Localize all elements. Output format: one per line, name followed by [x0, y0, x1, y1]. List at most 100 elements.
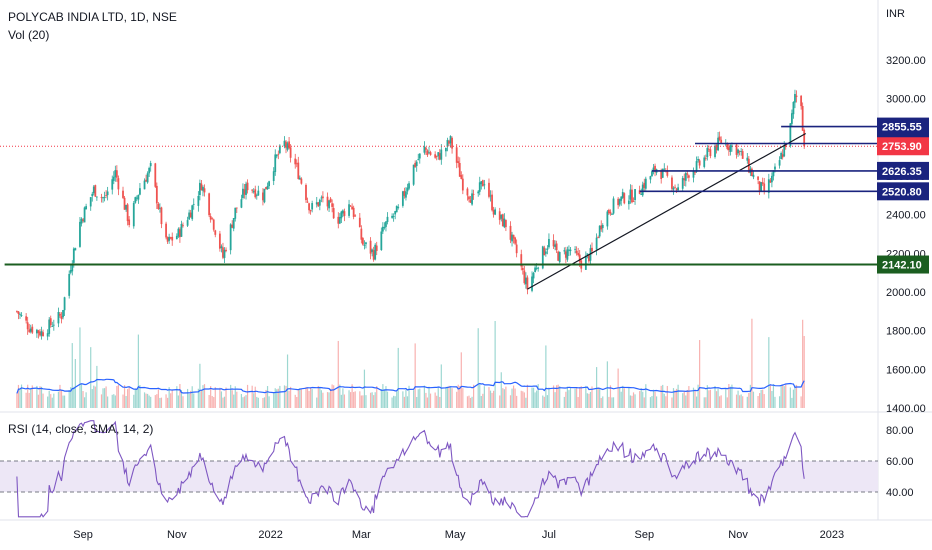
candle-body	[663, 168, 666, 170]
volume-bar	[253, 393, 255, 408]
level-badge-label: 2626.35	[882, 166, 922, 178]
candle-body	[385, 221, 387, 227]
volume-bar	[148, 395, 150, 408]
symbol-legend[interactable]: POLYCAB INDIA LTD, 1D, NSE	[8, 10, 177, 24]
volume-bar	[93, 385, 95, 408]
volume-bar	[682, 393, 684, 408]
candle-body	[251, 189, 254, 191]
candle-body	[82, 219, 84, 221]
candle-body	[49, 318, 52, 326]
volume-bar	[82, 391, 84, 408]
candle-body	[59, 313, 61, 316]
volume-bar	[386, 391, 389, 408]
volume-bar	[632, 392, 635, 408]
volume-bar	[225, 387, 227, 408]
candle-body	[137, 194, 140, 200]
candle-body	[621, 192, 624, 198]
volume-bar	[629, 395, 632, 408]
candle-body	[403, 190, 406, 196]
price-tick-label: 3000.00	[886, 94, 926, 106]
volume-bar	[125, 396, 127, 408]
candle-body	[169, 237, 172, 239]
volume-bar	[382, 384, 384, 408]
candle-body	[42, 332, 44, 337]
volume-bar	[190, 390, 192, 408]
candle-body	[601, 224, 604, 229]
candle-body	[737, 149, 739, 154]
candle-body	[341, 210, 344, 214]
candle-body	[222, 247, 224, 258]
volume-bar	[383, 389, 386, 408]
volume-bar	[491, 392, 493, 408]
volume-bar	[393, 395, 395, 408]
volume-bar	[489, 390, 492, 408]
volume-bar	[622, 385, 624, 408]
volume-bar	[459, 385, 461, 408]
volume-bar	[139, 385, 141, 408]
candle-body	[600, 225, 603, 230]
candle-body	[746, 157, 749, 161]
volume-bar	[186, 388, 189, 408]
volume-bar	[147, 393, 149, 408]
volume-bar	[426, 397, 429, 408]
trendline	[527, 132, 807, 290]
candle-body	[232, 217, 235, 229]
volume-bar	[234, 386, 236, 408]
candle-body	[297, 162, 300, 179]
candle-body	[100, 197, 103, 198]
volume-bar	[729, 386, 731, 408]
candle-body	[192, 203, 195, 205]
volume-bar	[494, 321, 496, 408]
volume-bar	[482, 393, 484, 408]
volume-bar	[277, 388, 279, 408]
volume-bar	[290, 386, 292, 408]
current-price-badge-label: 2753.90	[882, 141, 922, 153]
volume-bar	[663, 393, 665, 408]
candle-body	[198, 182, 201, 196]
candle-body	[532, 272, 535, 279]
volume-bar	[542, 395, 544, 408]
candle-body	[20, 315, 23, 316]
volume-bar	[27, 384, 29, 408]
candle-body	[541, 246, 544, 269]
candle-body	[515, 244, 518, 254]
candle-body	[790, 113, 793, 124]
volume-bar	[351, 384, 353, 408]
candle-body	[552, 240, 555, 247]
candle-body	[557, 251, 560, 261]
volume-bar	[102, 388, 104, 408]
candle-body	[478, 182, 481, 192]
volume-legend[interactable]: Vol (20)	[8, 28, 49, 42]
rsi-tick-label: 60.00	[886, 456, 914, 468]
candle-body	[159, 207, 161, 209]
candle-body	[143, 180, 146, 190]
time-tick-label: Jul	[542, 529, 556, 541]
volume-bar	[57, 391, 60, 408]
volume-bar	[674, 390, 676, 408]
candle-body	[652, 167, 655, 171]
volume-bar	[157, 389, 159, 408]
candle-body	[449, 136, 452, 144]
volume-bar	[256, 396, 258, 408]
candle-body	[85, 206, 88, 210]
candle-body	[289, 147, 292, 158]
volume-bar	[136, 388, 138, 408]
candle-body	[584, 255, 587, 270]
level-badge	[877, 117, 929, 136]
candle-body	[415, 161, 418, 167]
level-badge-label: 2520.80	[882, 186, 922, 198]
candle-body	[149, 163, 152, 167]
volume-bar	[160, 397, 163, 408]
candle-body	[112, 176, 115, 181]
candle-body	[122, 190, 124, 198]
volume-bar	[688, 386, 690, 408]
volume-bar	[74, 359, 76, 408]
volume-bar	[526, 384, 529, 408]
candle-body	[405, 191, 407, 198]
volume-bar	[416, 397, 418, 408]
volume-bar	[735, 394, 738, 408]
volume-bar	[703, 397, 705, 408]
rsi-legend[interactable]: RSI (14, close, SMA, 14, 2)	[8, 422, 153, 436]
